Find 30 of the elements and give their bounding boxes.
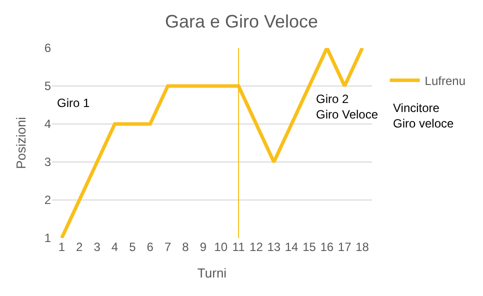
y-axis-title: Posizioni bbox=[13, 116, 28, 170]
x-tick-label: 4 bbox=[111, 240, 118, 254]
legend-label: Lufrenu bbox=[424, 74, 466, 88]
x-tick-label: 9 bbox=[200, 240, 207, 254]
x-tick-label: 16 bbox=[320, 240, 334, 254]
x-tick-label: 7 bbox=[164, 240, 172, 254]
text: Vincitore Giro veloce bbox=[393, 101, 454, 131]
chart-title: Gara e Giro Veloce bbox=[164, 11, 318, 32]
x-tick-label: 10 bbox=[214, 240, 228, 254]
x-tick-label: 8 bbox=[182, 240, 190, 254]
y-tick-label: 6 bbox=[44, 41, 52, 56]
x-tick-label: 3 bbox=[94, 240, 101, 254]
annotation: Giro 1 bbox=[57, 96, 90, 110]
y-tick-label: 4 bbox=[44, 117, 52, 132]
x-tick-label: 17 bbox=[338, 240, 352, 254]
x-tick-label: 5 bbox=[129, 240, 136, 254]
x-tick-label: 6 bbox=[146, 240, 154, 254]
x-tick-label: 12 bbox=[250, 240, 264, 254]
annotation: Giro 2 Giro Veloce bbox=[316, 92, 378, 122]
x-tick-label: 13 bbox=[267, 240, 281, 254]
x-axis-title: Turni bbox=[197, 266, 227, 281]
x-tick-label: 2 bbox=[76, 240, 84, 254]
y-tick-label: 3 bbox=[44, 155, 52, 170]
x-tick-label: 1 bbox=[58, 240, 66, 254]
y-tick-label: 5 bbox=[44, 79, 52, 94]
y-tick-label: 2 bbox=[44, 193, 52, 208]
x-tick-label: 14 bbox=[284, 240, 299, 254]
x-tick-label: 15 bbox=[302, 240, 316, 254]
x-tick-label: 18 bbox=[356, 240, 370, 254]
x-tick-label: 11 bbox=[232, 240, 246, 254]
